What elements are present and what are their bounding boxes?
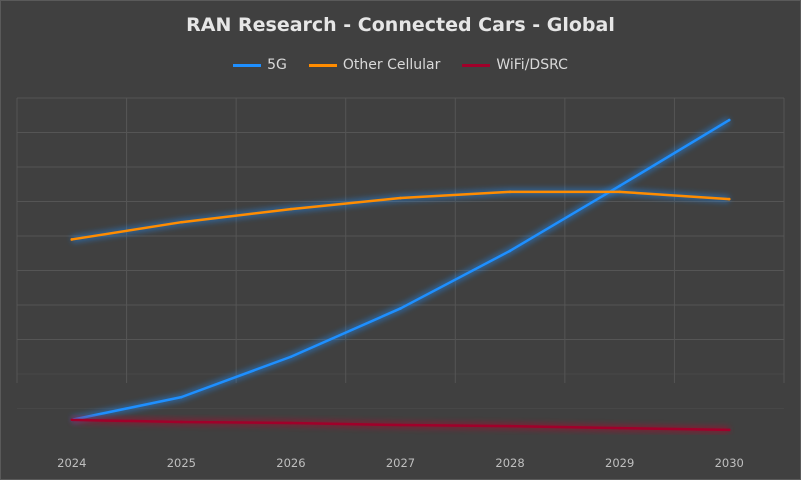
data-point-5g	[727, 118, 731, 122]
data-point-5g	[289, 355, 293, 359]
data-point-other-cellular	[508, 190, 512, 194]
x-tick-label: 2030	[715, 456, 744, 470]
data-point-wifi-dsrc	[727, 428, 731, 432]
data-point-other-cellular	[70, 238, 74, 241]
gridlines	[16, 97, 785, 409]
x-tick-label: 2025	[167, 456, 196, 470]
x-tick-label: 2026	[276, 456, 305, 470]
data-point-5g	[180, 395, 183, 399]
data-point-wifi-dsrc	[508, 424, 512, 428]
series-lines	[70, 117, 732, 434]
data-point-other-cellular	[618, 190, 621, 194]
x-tick-label: 2029	[605, 456, 634, 470]
legend-swatch-wifi-dsrc	[462, 63, 491, 67]
data-point-wifi-dsrc	[618, 426, 621, 430]
chart-title: RAN Research - Connected Cars - Global	[186, 14, 615, 36]
data-point-wifi-dsrc	[180, 420, 183, 424]
x-tick-label: 2028	[495, 456, 524, 470]
data-point-wifi-dsrc	[289, 421, 293, 425]
legend-swatch-other-cellular	[308, 63, 337, 67]
legend-item-5g: 5G	[233, 57, 287, 73]
x-axis-labels: 2024 2025 2026 2027 2028 2029 2030	[57, 456, 744, 470]
data-point-other-cellular	[289, 207, 293, 211]
legend-swatch-5g	[233, 63, 262, 67]
data-point-other-cellular	[399, 196, 402, 200]
data-point-5g	[399, 307, 402, 310]
legend-label-5g: 5G	[267, 57, 287, 73]
series-glow-5g	[71, 117, 732, 424]
x-tick-label: 2027	[386, 456, 415, 470]
legend-label-other-cellular: Other Cellular	[342, 57, 441, 73]
data-point-wifi-dsrc	[399, 423, 402, 427]
series-line-5g	[70, 118, 731, 422]
legend-item-other-cellular: Other Cellular	[308, 57, 441, 73]
data-point-5g	[508, 249, 512, 253]
data-point-other-cellular	[180, 220, 183, 224]
legend-label-wifi-dsrc: WiFi/DSRC	[496, 57, 568, 73]
legend-item-wifi-dsrc: WiFi/DSRC	[462, 57, 568, 73]
legend: 5G Other Cellular WiFi/DSRC	[0, 57, 801, 73]
data-point-other-cellular	[727, 197, 731, 201]
data-point-wifi-dsrc	[70, 418, 74, 422]
data-point-5g	[618, 184, 621, 188]
x-tick-label: 2024	[57, 456, 86, 470]
